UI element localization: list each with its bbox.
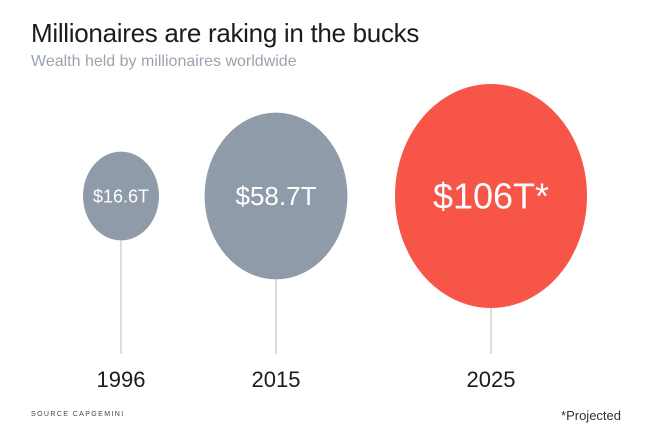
year-label-1996: 1996	[97, 367, 146, 392]
value-label-2015: $58.7T	[236, 181, 317, 211]
chart-title: Millionaires are raking in the bucks	[31, 18, 420, 48]
chart-subtitle: Wealth held by millionaires worldwide	[31, 53, 297, 70]
bubble-1996	[83, 151, 159, 241]
projected-footnote: *Projected	[561, 408, 621, 423]
bubble-2025	[395, 84, 587, 308]
value-label-1996: $16.6T	[93, 186, 149, 206]
bubble-2015	[204, 112, 348, 280]
year-label-2015: 2015	[252, 367, 301, 392]
value-label-2025: $106T*	[433, 176, 549, 217]
year-label-2025: 2025	[467, 367, 516, 392]
source-note: SOURCE CAPGEMINI	[31, 411, 125, 418]
